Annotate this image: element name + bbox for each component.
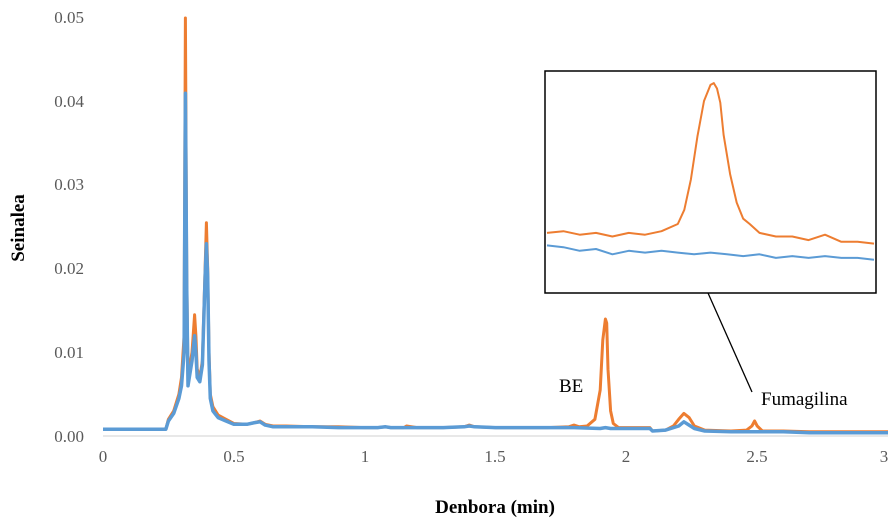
x-tick-label: 0.5 [223,447,244,466]
x-tick-label: 1.5 [484,447,505,466]
inset-series-line-1 [546,244,875,261]
x-tick-label: 1 [361,447,370,466]
y-tick-label: 0.02 [54,259,84,278]
x-axis-title: Denbora (min) [435,497,555,518]
x-tick-label: 0 [99,447,108,466]
inset-box [544,70,877,294]
plot-area [103,16,888,435]
y-tick-label: 0.01 [54,343,84,362]
x-tick-label: 2 [622,447,631,466]
annotation-be: BE [559,376,583,397]
annotation-fumagilina: Fumagilina [761,389,848,410]
y-tick-label: 0.00 [54,427,84,446]
inset-series-line-0 [546,82,875,245]
x-tick-label: 2.5 [746,447,767,466]
y-tick-labels: 0.00 0.01 0.02 0.03 0.04 0.05 [54,8,84,446]
y-tick-label: 0.03 [54,175,84,194]
y-tick-label: 0.04 [54,92,84,111]
inset-callout-line [707,292,753,393]
y-axis-title: Seinalea [8,194,29,262]
x-tick-label: 3 [880,447,889,466]
inset-plot-area [546,82,875,261]
x-tick-labels: 0 0.5 1 1.5 2 2.5 3 [99,447,889,466]
y-tick-label: 0.05 [54,8,84,27]
series-line-1 [103,91,888,435]
